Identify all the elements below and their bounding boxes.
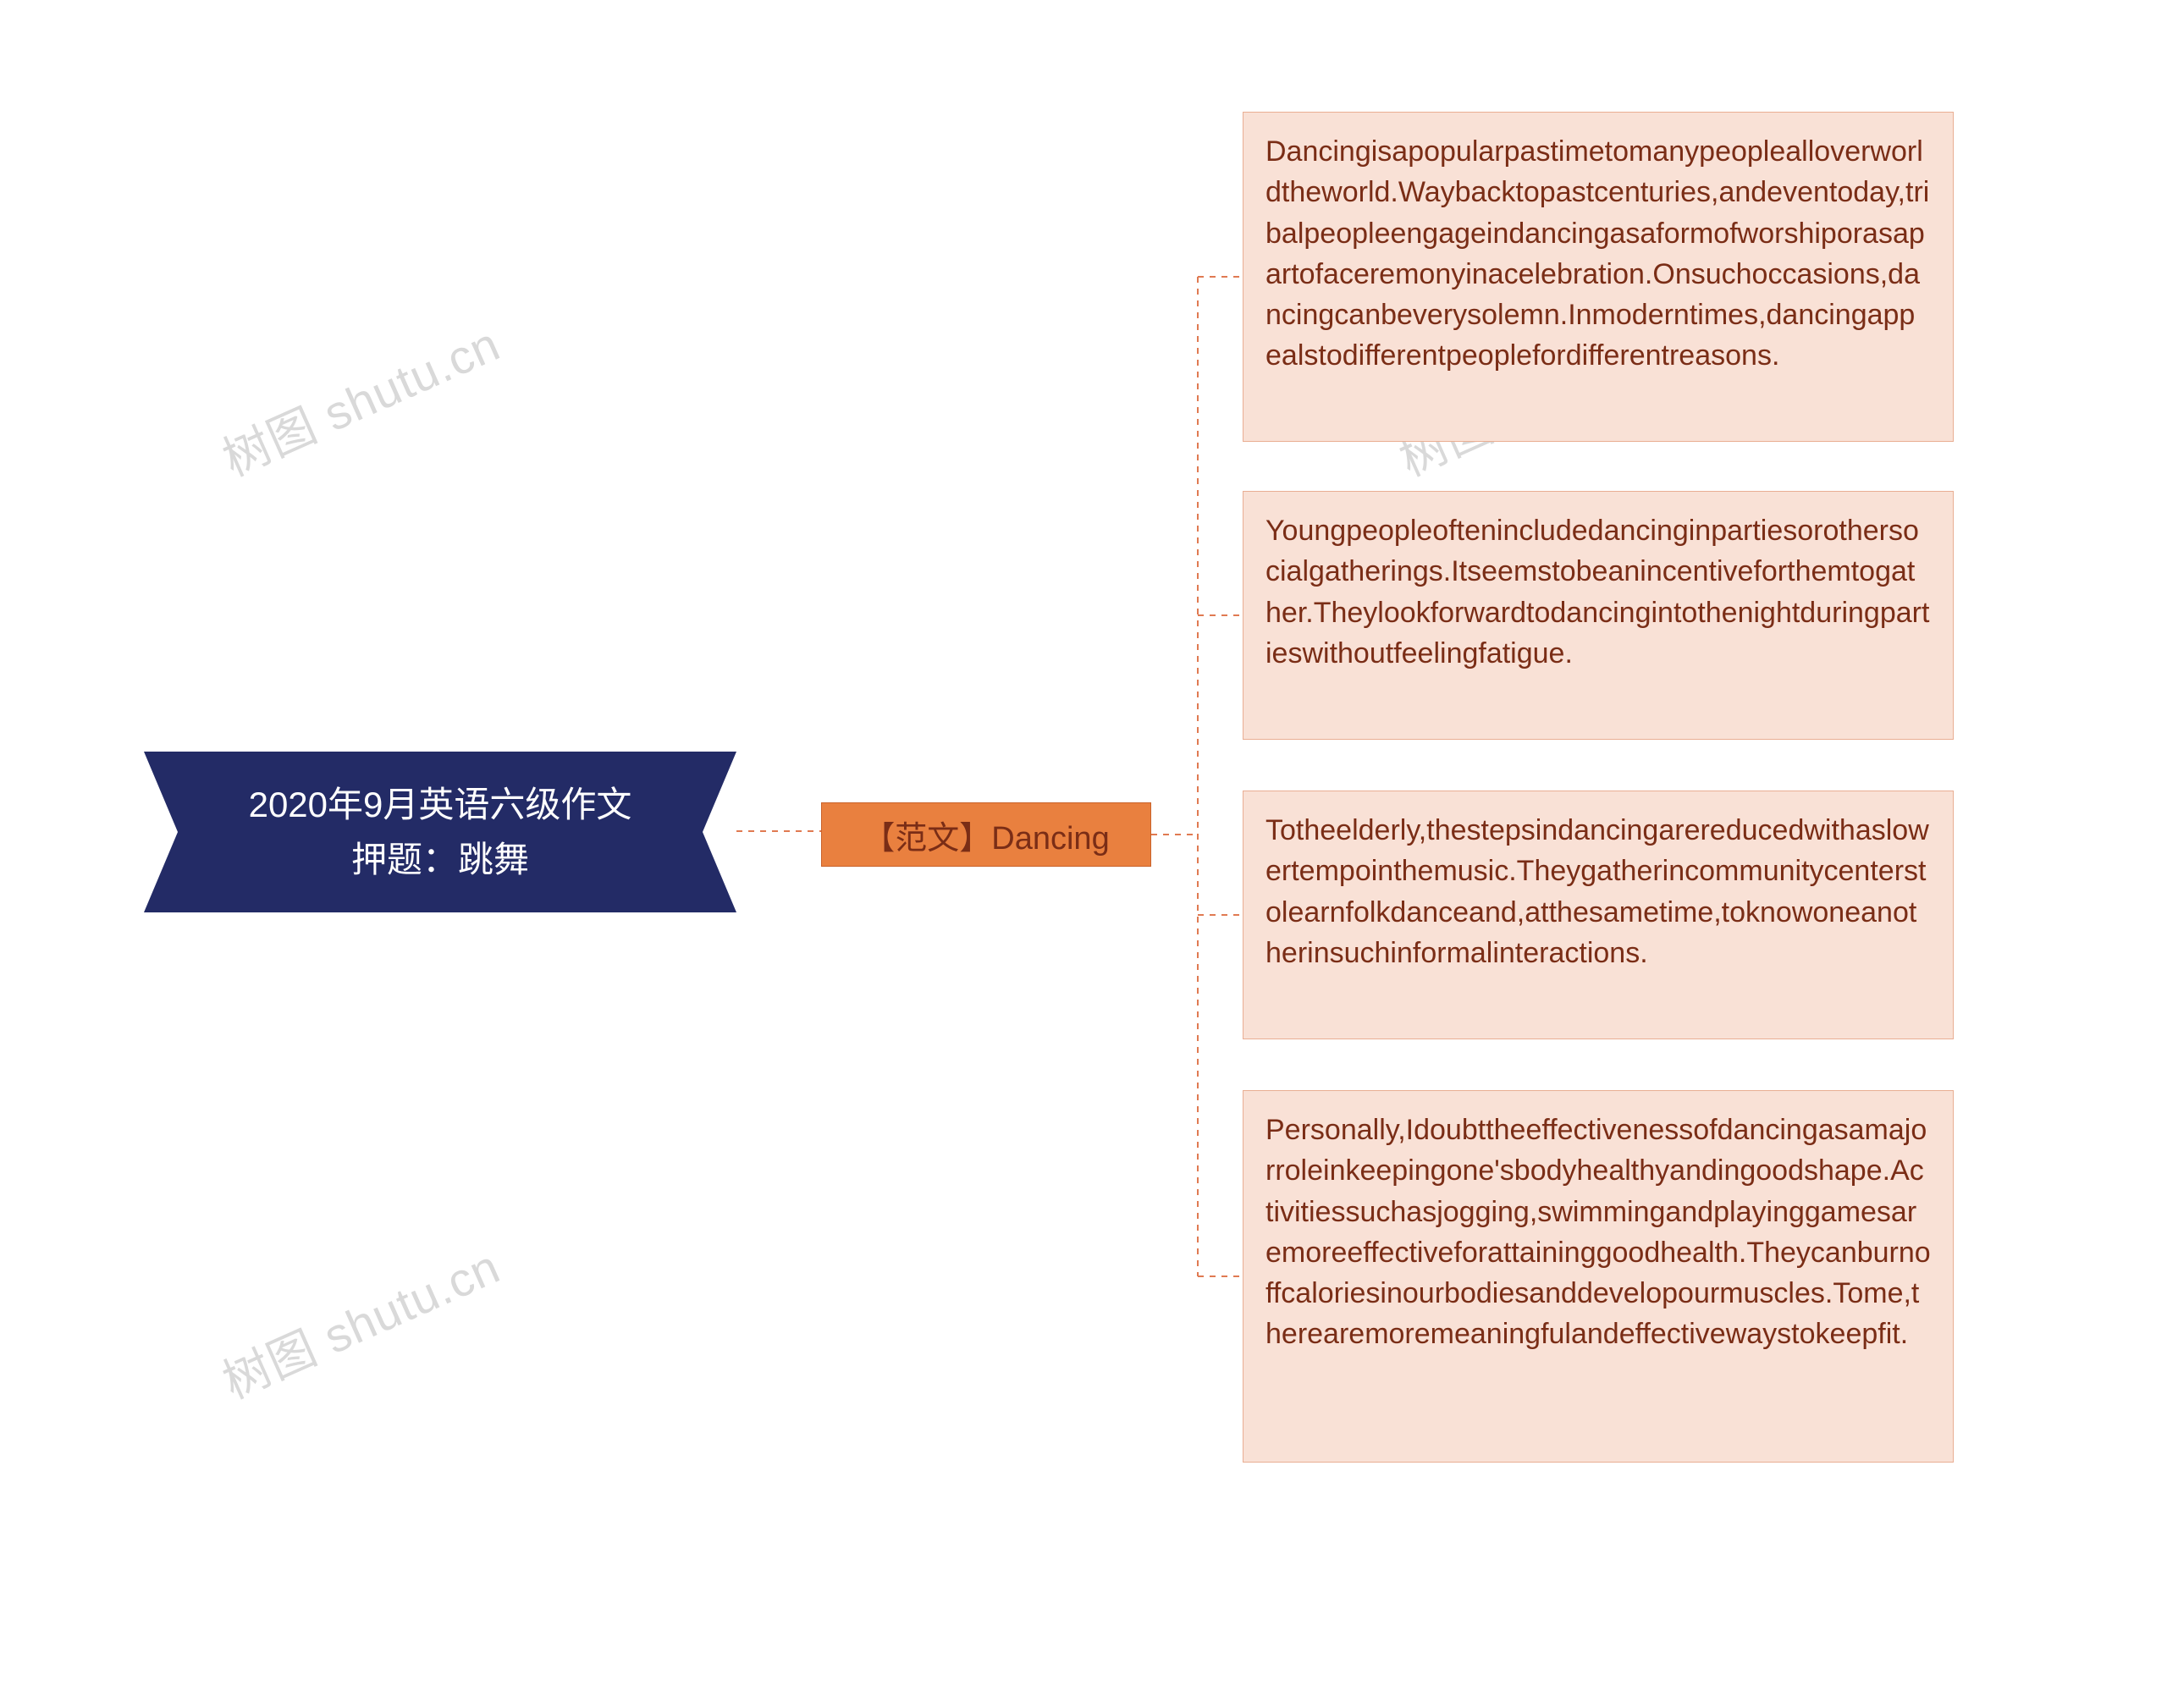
- root-notch-right: [703, 752, 736, 912]
- leaf-node[interactable]: Totheelderly,thestepsindancingarereduced…: [1243, 791, 1954, 1039]
- root-notch-left: [144, 752, 178, 912]
- watermark: 树图 shutu.cn: [211, 306, 510, 489]
- root-label: 2020年9月英语六级作文押题：跳舞: [249, 777, 632, 887]
- connector-root-mid: [736, 829, 821, 833]
- leaf-text: Dancingisapopularpastimetomanypeopleallo…: [1265, 135, 1929, 372]
- leaf-node[interactable]: Dancingisapopularpastimetomanypeopleallo…: [1243, 112, 1954, 442]
- leaf-node[interactable]: Personally,Idoubttheeffectivenessofdanci…: [1243, 1090, 1954, 1463]
- leaf-text: Personally,Idoubttheeffectivenessofdanci…: [1265, 1114, 1931, 1350]
- leaf-node[interactable]: Youngpeopleoftenincludedancinginpartieso…: [1243, 491, 1954, 740]
- leaf-text: Totheelderly,thestepsindancingarereduced…: [1265, 814, 1929, 969]
- mid-label: 【范文】Dancing: [863, 812, 1109, 858]
- root-node[interactable]: 2020年9月英语六级作文押题：跳舞: [144, 752, 736, 912]
- mid-node[interactable]: 【范文】Dancing: [821, 802, 1151, 867]
- mindmap-canvas: 树图 shutu.cn 树图 shutu.cn 树图 shutu.cn 树图 s…: [0, 0, 2167, 1708]
- connector-mid-leaves: [1151, 254, 1244, 1295]
- leaf-text: Youngpeopleoftenincludedancinginpartieso…: [1265, 515, 1929, 669]
- watermark: 树图 shutu.cn: [211, 1229, 510, 1412]
